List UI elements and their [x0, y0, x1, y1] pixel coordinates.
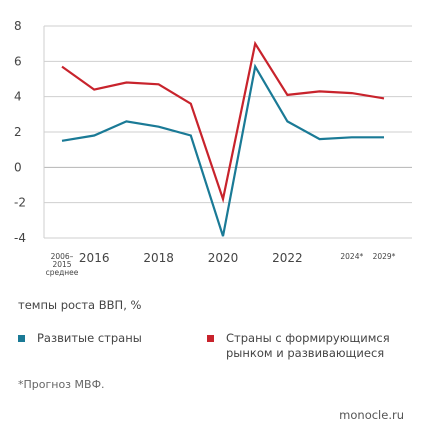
- y-tick-label: 8: [14, 19, 22, 33]
- series-line-emerging: [61, 40, 385, 204]
- x-tick-sublabel: среднее: [46, 268, 79, 277]
- y-tick-label: 0: [14, 160, 22, 174]
- x-tick-label: 2018: [143, 251, 174, 265]
- series-line-developed: [61, 63, 384, 237]
- x-tick-label: 2006–: [51, 252, 74, 261]
- y-tick-label: 2: [14, 125, 22, 139]
- y-tick-label: -2: [14, 196, 26, 210]
- x-tick-sublabel: 2015: [52, 260, 71, 269]
- y-tick-label: 4: [14, 90, 22, 104]
- x-tick-label: 2016: [79, 251, 110, 265]
- x-tick-label: 2020: [208, 251, 239, 265]
- x-tick-label: 2029*: [373, 252, 396, 261]
- line-chart: 8 6 4 2 0 -2 -4 2006– 2016 2018 2020 2022 2024* 2029*…: [14, 19, 412, 277]
- y-tick-label: 6: [14, 54, 22, 68]
- y-tick-label: -4: [14, 231, 26, 245]
- x-tick-label: 2022: [272, 251, 303, 265]
- x-tick-label: 2024*: [340, 252, 363, 261]
